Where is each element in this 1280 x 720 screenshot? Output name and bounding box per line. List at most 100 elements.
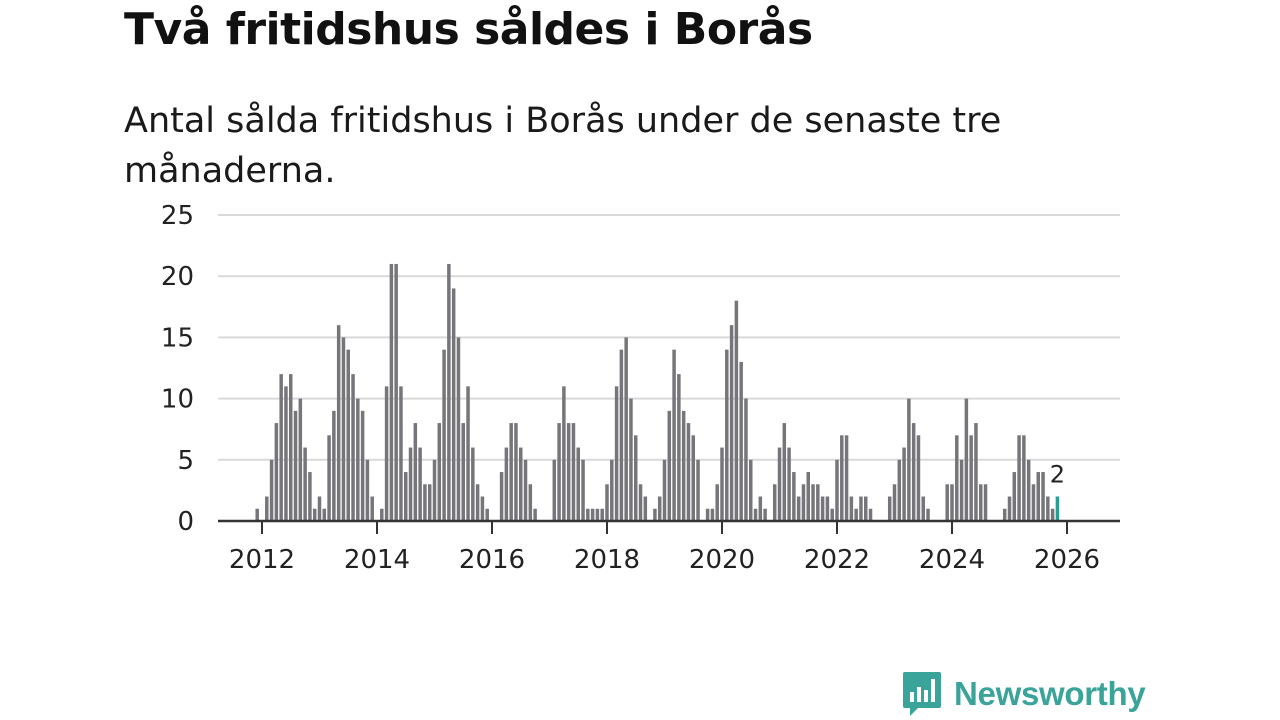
bar [811,484,815,521]
bar [504,447,509,521]
bar [1007,496,1012,521]
bar [864,496,868,521]
bar [619,349,624,521]
bar [629,398,633,521]
bar [418,447,422,521]
bar [667,410,672,521]
bar [979,484,983,521]
bar [849,496,854,521]
bar [528,484,533,521]
bar [749,459,753,521]
bar [384,386,389,521]
bar [475,484,480,521]
bar [336,325,341,521]
bar [308,472,312,521]
bar [380,508,384,521]
bar [509,423,513,521]
bar [437,423,442,521]
bar [255,508,259,521]
bar [964,398,969,521]
bar [499,472,504,521]
bar [404,472,408,521]
bar [447,263,451,521]
bars [255,263,1060,521]
bar [605,484,609,521]
bar [696,459,700,521]
bar [902,447,906,521]
bar [595,508,600,521]
bar [562,386,566,521]
last-value-label: 2 [1050,461,1065,489]
bar [911,423,916,521]
x-tick-label-2012: 2012 [229,545,295,575]
x-tick-label-2018: 2018 [574,545,640,575]
bar [643,496,648,521]
bar [844,435,849,521]
bar [739,361,743,521]
bar [293,410,298,521]
bar [710,508,715,521]
bar [1026,459,1031,521]
x-tick-label-2022: 2022 [804,545,870,575]
bar [519,447,523,521]
bar [1050,508,1055,521]
y-tick-label-10: 10 [161,385,194,415]
y-tick-label-20: 20 [161,262,194,292]
bar [1055,496,1060,521]
bar [533,508,537,521]
bar [662,459,667,521]
bar [284,386,288,521]
bar [672,349,676,521]
bar [581,459,585,521]
bar [571,423,576,521]
bar [945,484,949,521]
bar [854,508,858,521]
bar [887,496,892,521]
bar [734,300,739,521]
bar [1017,435,1021,521]
bar [279,374,283,521]
bar [341,337,346,521]
bar [471,447,475,521]
bar [360,410,365,521]
bar [681,410,686,521]
bar [332,410,336,521]
bar [557,423,561,521]
bar [289,374,293,521]
bar [394,263,398,521]
bar [610,459,614,521]
bar [1022,435,1026,521]
bar [907,398,911,521]
y-tick-label-0: 0 [177,507,194,537]
bar [744,398,748,521]
bar [269,459,274,521]
bar [365,459,370,521]
x-tick-label-2026: 2026 [1034,545,1100,575]
y-axis-labels: 0 5 10 15 20 25 [161,201,194,537]
bar [720,447,724,521]
bar [274,423,279,521]
bar [897,459,902,521]
bar [576,447,580,521]
bar [327,435,331,521]
bar [677,374,681,521]
bar [816,484,820,521]
x-tick-label-2020: 2020 [689,545,755,575]
x-tick-label-2014: 2014 [344,545,410,575]
bar [356,398,360,521]
bar [351,374,355,521]
bar [312,508,317,521]
bar [753,508,758,521]
bar [427,484,432,521]
bar [758,496,763,521]
bar [725,349,729,521]
bar [916,435,921,521]
bar [1031,484,1036,521]
bar [868,508,873,521]
bar [715,484,719,521]
bar [298,398,303,521]
bar [772,484,777,521]
bar [322,508,327,521]
bar [413,423,418,521]
bar [600,508,604,521]
